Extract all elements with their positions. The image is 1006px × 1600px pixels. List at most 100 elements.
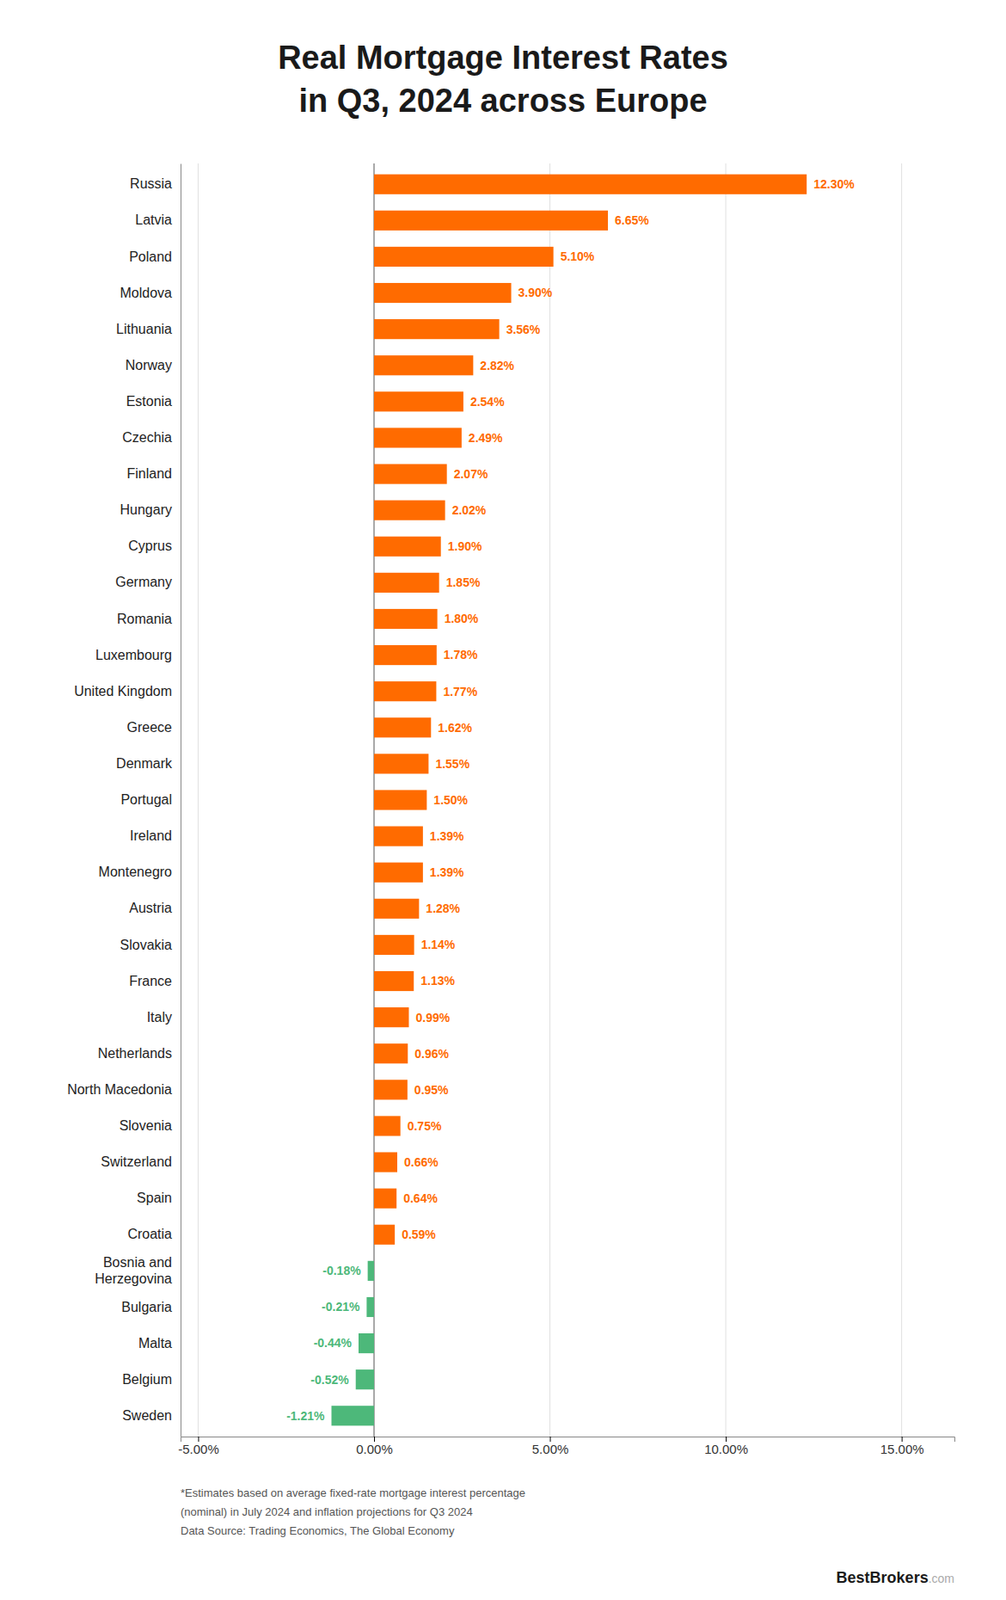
y-tick: United Kingdom [73, 683, 181, 699]
data-label: 0.59% [401, 1226, 436, 1241]
y-tick-label: Greece [127, 719, 173, 735]
data-label: -0.52% [310, 1372, 350, 1387]
bar [374, 282, 512, 303]
bar [374, 970, 414, 991]
y-tick-label: France [128, 973, 172, 988]
bar [374, 826, 424, 847]
bar [374, 898, 419, 919]
bar [366, 1296, 375, 1317]
y-tick: Hungary [120, 502, 181, 517]
y-tick-label: Malta [138, 1335, 172, 1350]
data-label: 0.66% [404, 1154, 439, 1169]
data-label: 1.39% [429, 828, 465, 843]
y-tick: Slovenia [119, 1117, 181, 1133]
y-tick: Slovakia [120, 937, 181, 952]
footnote: (nominal) in July 2024 and inflation pro… [180, 1504, 473, 1518]
data-label: 6.65% [614, 213, 650, 227]
y-tick: Latvia [134, 212, 181, 227]
y-tick-label: Romania [116, 611, 172, 626]
data-label: 2.49% [468, 430, 503, 445]
bars [331, 174, 808, 1426]
data-label: 5.10% [560, 249, 596, 264]
bar [374, 174, 807, 195]
bar [374, 1115, 401, 1135]
x-tick-label: 0.00% [355, 1441, 393, 1456]
x-tick: 0.00% [355, 1435, 393, 1456]
bar [374, 210, 608, 231]
bar [374, 1042, 408, 1063]
data-label: -0.21% [321, 1299, 361, 1313]
y-tick-label: Finland [127, 466, 172, 481]
bar [358, 1332, 375, 1353]
bar [374, 789, 427, 810]
data-label: 2.54% [470, 394, 505, 409]
bar [368, 1260, 375, 1281]
y-tick: Malta [138, 1335, 181, 1350]
y-tick-label: Spain [136, 1190, 172, 1205]
x-axis: -5.00% 0.00% 5.00% 10.00% 15.00% [177, 1435, 955, 1456]
bar [374, 1151, 398, 1172]
data-label: 0.96% [414, 1046, 449, 1061]
y-tick-label: Austria [128, 900, 172, 915]
y-tick-label: Switzerland [100, 1153, 172, 1169]
x-tick-label: -5.00% [177, 1441, 220, 1456]
bar [374, 753, 429, 773]
bar [374, 608, 438, 629]
bar [374, 1224, 395, 1245]
y-tick-label: Luxembourg [95, 647, 172, 663]
x-tick: -5.00% [177, 1435, 220, 1456]
data-label: 0.64% [403, 1190, 438, 1205]
y-tick: Estonia [126, 393, 181, 409]
data-label: 1.39% [429, 864, 465, 879]
y-tick-label: Czechia [122, 429, 172, 445]
data-label: -1.21% [286, 1408, 326, 1423]
y-tick-label: North Macedonia [67, 1081, 172, 1097]
bar [374, 391, 464, 411]
bar [374, 1079, 408, 1099]
plot: -5.00% 0.00% 5.00% 10.00% 15.00% Russia Latvia… [67, 163, 955, 1456]
chart: Real Mortgage Interest Ratesin Q3, 2024 … [0, 0, 1006, 1600]
x-tick-label: 5.00% [532, 1441, 570, 1456]
y-tick: Russia [129, 176, 181, 191]
y-tick-label: Ireland [129, 828, 172, 843]
bar [374, 427, 462, 448]
data-label: 1.78% [443, 647, 479, 662]
grid-line [549, 163, 551, 1436]
bar [374, 318, 500, 339]
y-tick: Ireland [129, 828, 181, 843]
y-tick-label: Netherlands [98, 1045, 172, 1061]
x-tick: 10.00% [704, 1435, 749, 1456]
data-label: -0.44% [313, 1335, 353, 1350]
y-tick-label: Estonia [126, 393, 172, 409]
x-tick: 5.00% [532, 1435, 570, 1456]
y-tick: Norway [125, 357, 181, 373]
x-tick: 15.00% [880, 1435, 925, 1456]
data-labels: 12.30%6.65%5.10%3.90%3.56%2.82%2.54%2.49… [286, 177, 855, 1423]
bar [374, 680, 436, 701]
y-tick: Finland [127, 466, 181, 481]
grid-line [197, 163, 199, 1436]
data-label: 3.90% [518, 285, 553, 300]
data-label: 2.82% [479, 358, 515, 373]
y-tick-label: Portugal [120, 791, 172, 807]
y-tick-label: Italy [147, 1009, 172, 1025]
x-tick-label: 15.00% [880, 1441, 925, 1456]
y-tick: Spain [136, 1190, 181, 1205]
data-label: 1.85% [446, 575, 481, 589]
subtitle: in Q3, 2024 across Europe [298, 82, 707, 119]
y-tick: Greece [127, 719, 181, 735]
bar [374, 500, 446, 521]
data-label: 2.02% [452, 503, 487, 517]
data-label: 3.56% [506, 322, 541, 337]
bar [374, 463, 448, 484]
y-tick-label: Poland [128, 249, 172, 264]
bar [331, 1404, 375, 1425]
bar [374, 355, 473, 375]
y-tick-label: Russia [129, 176, 172, 191]
x-tick-label: 10.00% [704, 1441, 749, 1456]
y-tick: North Macedonia [67, 1081, 181, 1097]
data-label: 1.77% [442, 684, 478, 699]
y-tick-label: Montenegro [98, 864, 172, 879]
y-tick-label: Croatia [127, 1226, 172, 1241]
y-tick: Bosnia andHerzegovina [94, 1254, 181, 1286]
